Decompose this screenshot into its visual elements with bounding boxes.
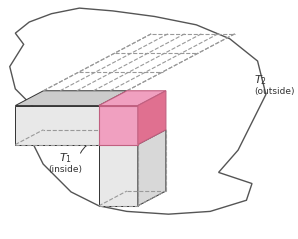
Polygon shape	[15, 91, 127, 106]
Polygon shape	[10, 8, 266, 214]
Polygon shape	[138, 91, 166, 145]
Text: (outside): (outside)	[254, 87, 295, 96]
Polygon shape	[99, 106, 138, 145]
Text: $T_2$: $T_2$	[254, 74, 267, 87]
Text: (inside): (inside)	[49, 165, 83, 174]
Text: $L$: $L$	[115, 183, 122, 195]
Polygon shape	[138, 130, 166, 206]
Text: $L$: $L$	[76, 119, 83, 131]
Polygon shape	[99, 145, 138, 206]
Text: $L$: $L$	[157, 180, 164, 192]
Polygon shape	[15, 106, 99, 145]
Polygon shape	[99, 91, 166, 106]
Text: $T_1$: $T_1$	[59, 152, 72, 165]
